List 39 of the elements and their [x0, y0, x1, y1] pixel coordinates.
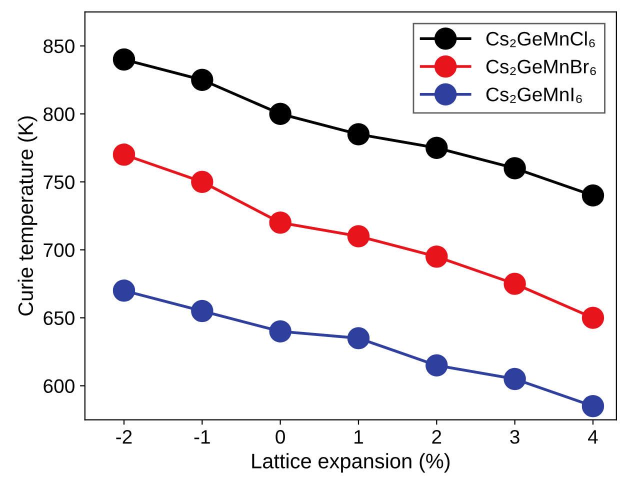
- y-tick-label: 750: [44, 175, 74, 190]
- x-tick-label: 3: [510, 430, 520, 444]
- legend-label: Cs₂GeMnCl₆: [486, 31, 595, 48]
- point: [582, 306, 604, 329]
- y-tick-label: 800: [44, 107, 74, 122]
- x-tick-label: 2: [432, 430, 442, 444]
- point: [426, 354, 448, 376]
- x-tick-label: -2: [116, 430, 132, 444]
- x-axis-title: Lattice expansion (%): [252, 453, 450, 473]
- y-tick-label: 850: [44, 39, 74, 54]
- point: [582, 395, 604, 418]
- point: [269, 212, 292, 234]
- point: [191, 300, 214, 322]
- x-tick-label: -1: [194, 430, 210, 444]
- y-axis-title: Curie temperature (K): [18, 116, 38, 316]
- point: [347, 123, 370, 146]
- point: [582, 184, 604, 207]
- point: [112, 48, 136, 71]
- y-tick-label: 650: [44, 311, 74, 326]
- point: [191, 170, 214, 193]
- point: [504, 368, 526, 390]
- point: [269, 102, 292, 125]
- x-tick-label: 4: [588, 430, 598, 444]
- x-tick-label: 1: [354, 430, 363, 444]
- point: [191, 68, 214, 92]
- point: [112, 280, 136, 302]
- point: [269, 320, 292, 343]
- point: [504, 272, 526, 295]
- point: [347, 327, 370, 350]
- x-tick-label: 0: [276, 430, 285, 444]
- point: [347, 225, 370, 248]
- legend-label: Cs₂GeMnBr₆: [486, 60, 596, 76]
- y-tick-label: 600: [44, 379, 74, 394]
- point: [426, 136, 448, 159]
- y-tick-label: 700: [44, 243, 74, 258]
- point: [112, 144, 136, 166]
- point: [426, 246, 448, 268]
- point: [504, 157, 526, 180]
- legend-label: Cs₂GeMnI₆: [486, 88, 582, 103]
